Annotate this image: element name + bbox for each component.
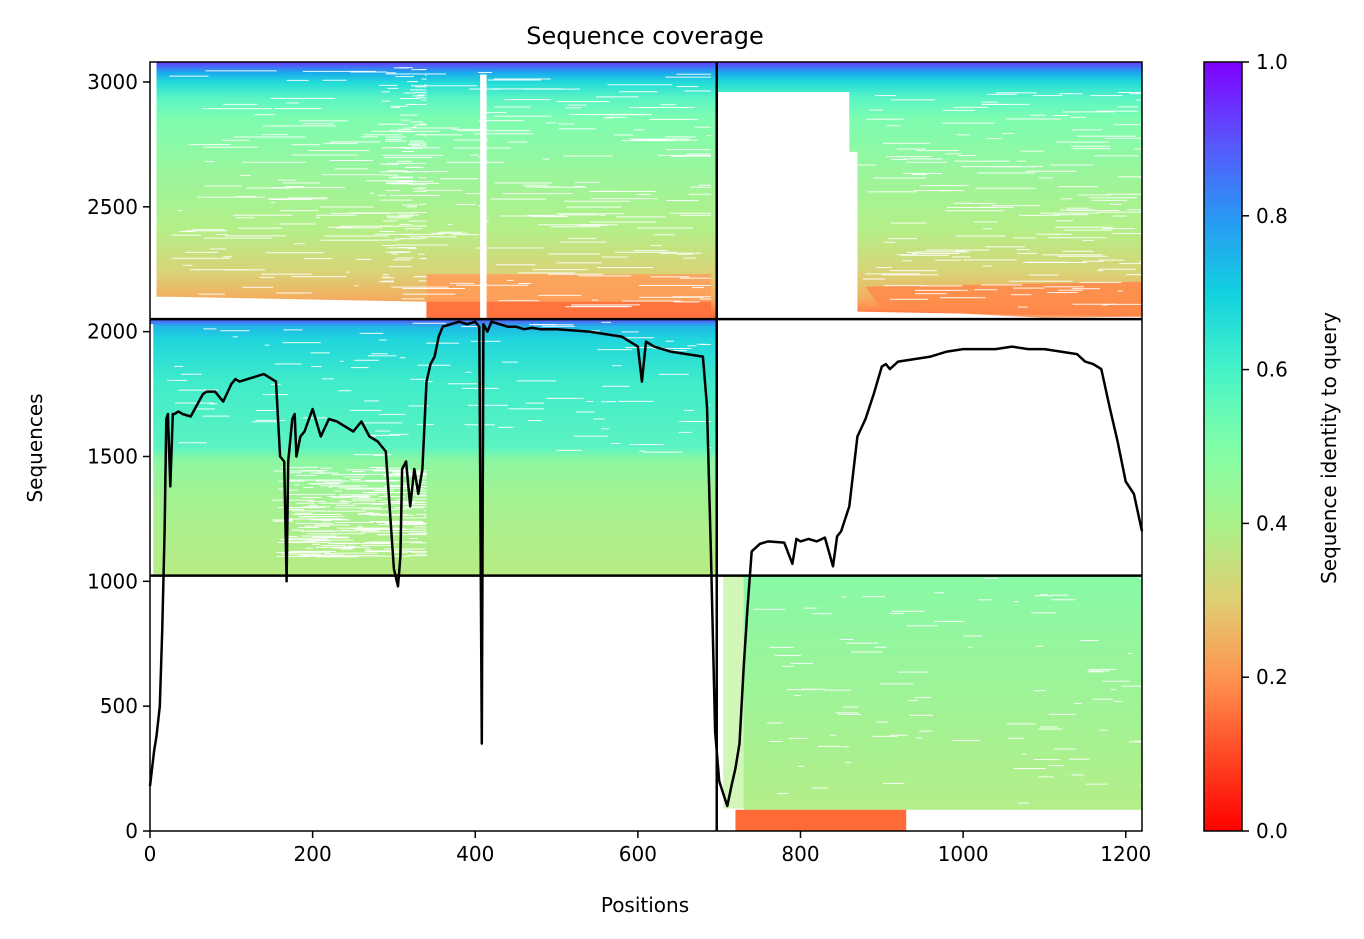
x-tick-label: 400 — [456, 842, 494, 866]
colorbar: 0.0 0.2 0.4 0.6 0.8 1.0 Sequence identity to … — [1203, 50, 1341, 843]
y-tick-label: 3000 — [87, 70, 138, 94]
gap-strip — [150, 324, 154, 576]
x-axis: 0 200 400 600 800 1000 1200 — [144, 831, 1151, 866]
y-axis: 0 500 1000 1500 2000 2500 3000 — [87, 70, 150, 843]
plot-frame — [149, 61, 1143, 832]
plot-area — [148, 61, 1144, 832]
colorbar-tick-label: 0.4 — [1256, 511, 1288, 535]
y-tick-label: 1000 — [87, 569, 138, 593]
y-tick-label: 500 — [100, 694, 138, 718]
y-axis-label: Sequences — [23, 393, 47, 502]
x-tick-label: 200 — [294, 842, 332, 866]
colorbar-ticks: 0.0 0.2 0.4 0.6 0.8 1.0 — [1242, 50, 1288, 843]
gap-streaks — [167, 67, 1142, 804]
gap-region — [716, 91, 1142, 320]
gap-region — [150, 296, 427, 320]
x-axis-label: Positions — [601, 893, 689, 917]
colorbar-tick-label: 0.2 — [1256, 665, 1288, 689]
x-tick-label: 800 — [781, 842, 819, 866]
x-tick-label: 0 — [144, 842, 157, 866]
colorbar-tick-label: 0.0 — [1256, 819, 1288, 843]
x-tick-label: 1000 — [938, 842, 989, 866]
gap-column — [480, 74, 487, 320]
gap-strip — [150, 62, 157, 320]
low-identity-band — [735, 809, 907, 831]
low-identity-band — [426, 301, 712, 320]
y-tick-label: 2500 — [87, 195, 138, 219]
chart-title: Sequence coverage — [526, 22, 763, 50]
colorbar-label: Sequence identity to query — [1317, 312, 1341, 584]
coverage-line — [148, 320, 1144, 808]
block-bottom-right — [743, 575, 1142, 831]
colorbar-tick-label: 0.8 — [1256, 204, 1288, 228]
y-tick-label: 0 — [125, 819, 138, 843]
colorbar-tick-label: 1.0 — [1256, 50, 1288, 74]
colorbar-gradient — [1203, 61, 1243, 832]
x-tick-label: 600 — [619, 842, 657, 866]
block-middle-left — [150, 319, 717, 576]
colorbar-tick-label: 0.6 — [1256, 358, 1288, 382]
x-tick-label: 1200 — [1100, 842, 1151, 866]
y-tick-label: 2000 — [87, 320, 138, 344]
y-tick-label: 1500 — [87, 444, 138, 468]
